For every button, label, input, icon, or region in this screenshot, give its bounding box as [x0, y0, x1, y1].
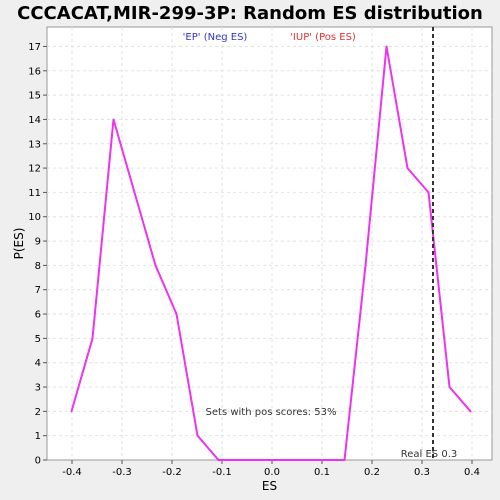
- data-point: [217, 459, 220, 461]
- y-tick-label: 8: [35, 261, 41, 272]
- y-tick-label: 17: [28, 42, 41, 53]
- data-point: [238, 459, 241, 461]
- data-point: [427, 191, 430, 194]
- y-tick-label: 2: [35, 407, 41, 418]
- data-point: [154, 264, 157, 267]
- data-point: [280, 459, 283, 461]
- plot-area: [46, 26, 493, 461]
- y-tick-label: 5: [35, 334, 41, 345]
- data-point: [322, 459, 325, 461]
- x-tick-label: 0.3: [414, 467, 430, 478]
- x-tick-label: -0.3: [112, 467, 132, 478]
- data-point: [406, 167, 409, 170]
- y-axis-label: P(ES): [12, 228, 26, 260]
- data-point: [196, 434, 199, 437]
- x-tick-label: 0.2: [364, 467, 380, 478]
- data-point: [70, 410, 73, 413]
- real-es-label: Real ES 0.3: [401, 449, 457, 460]
- x-tick-label: 0.1: [314, 467, 330, 478]
- chart-title: CCCACAT,MIR-299-3P: Random ES distributi…: [17, 3, 483, 24]
- data-point: [112, 118, 115, 121]
- y-tick-label: 6: [35, 310, 41, 321]
- data-point: [385, 45, 388, 48]
- y-tick-label: 10: [28, 212, 41, 223]
- y-tick-label: 15: [28, 91, 41, 102]
- x-tick-label: -0.2: [162, 467, 182, 478]
- legend-entry: 'IUP' (Pos ES): [290, 32, 356, 43]
- grid-lines: [47, 27, 492, 460]
- y-tick-label: 14: [28, 115, 41, 126]
- y-tick-label: 3: [35, 383, 41, 394]
- y-tick-label: 1: [35, 431, 41, 442]
- x-tick-label: -0.4: [62, 467, 82, 478]
- data-point: [133, 191, 136, 194]
- data-point: [469, 410, 472, 413]
- data-point: [343, 459, 346, 461]
- x-tick-label: 0.4: [464, 467, 480, 478]
- y-tick-label: 9: [35, 237, 41, 248]
- x-tick-label: -0.1: [212, 467, 232, 478]
- x-tick-label: 0.0: [264, 467, 280, 478]
- series-layer: Real ES 0.3: [70, 27, 472, 461]
- data-point: [175, 313, 178, 316]
- pos-scores-annotation: Sets with pos scores: 53%: [206, 407, 337, 418]
- y-tick-label: 0: [35, 456, 41, 467]
- y-tick-label: 16: [28, 66, 41, 77]
- data-point: [259, 459, 262, 461]
- y-tick-label: 12: [28, 164, 41, 175]
- y-tick-label: 7: [35, 285, 41, 296]
- legend: 'EP' (Neg ES) 'IUP' (Pos ES): [183, 32, 356, 43]
- data-point: [301, 459, 304, 461]
- y-tick-label: 4: [35, 358, 41, 369]
- es-distribution-line: [70, 46, 472, 461]
- data-point: [364, 264, 367, 267]
- axes: -0.4 -0.3 -0.2 -0.1 0.0 0.1 0.2 0.3 0.4012345678…: [28, 42, 480, 478]
- data-point: [448, 386, 451, 389]
- x-axis-label: ES: [262, 479, 277, 493]
- data-point: [91, 337, 94, 340]
- y-tick-label: 11: [28, 188, 41, 199]
- legend-entry: 'EP' (Neg ES): [183, 32, 248, 43]
- y-tick-label: 13: [28, 139, 41, 150]
